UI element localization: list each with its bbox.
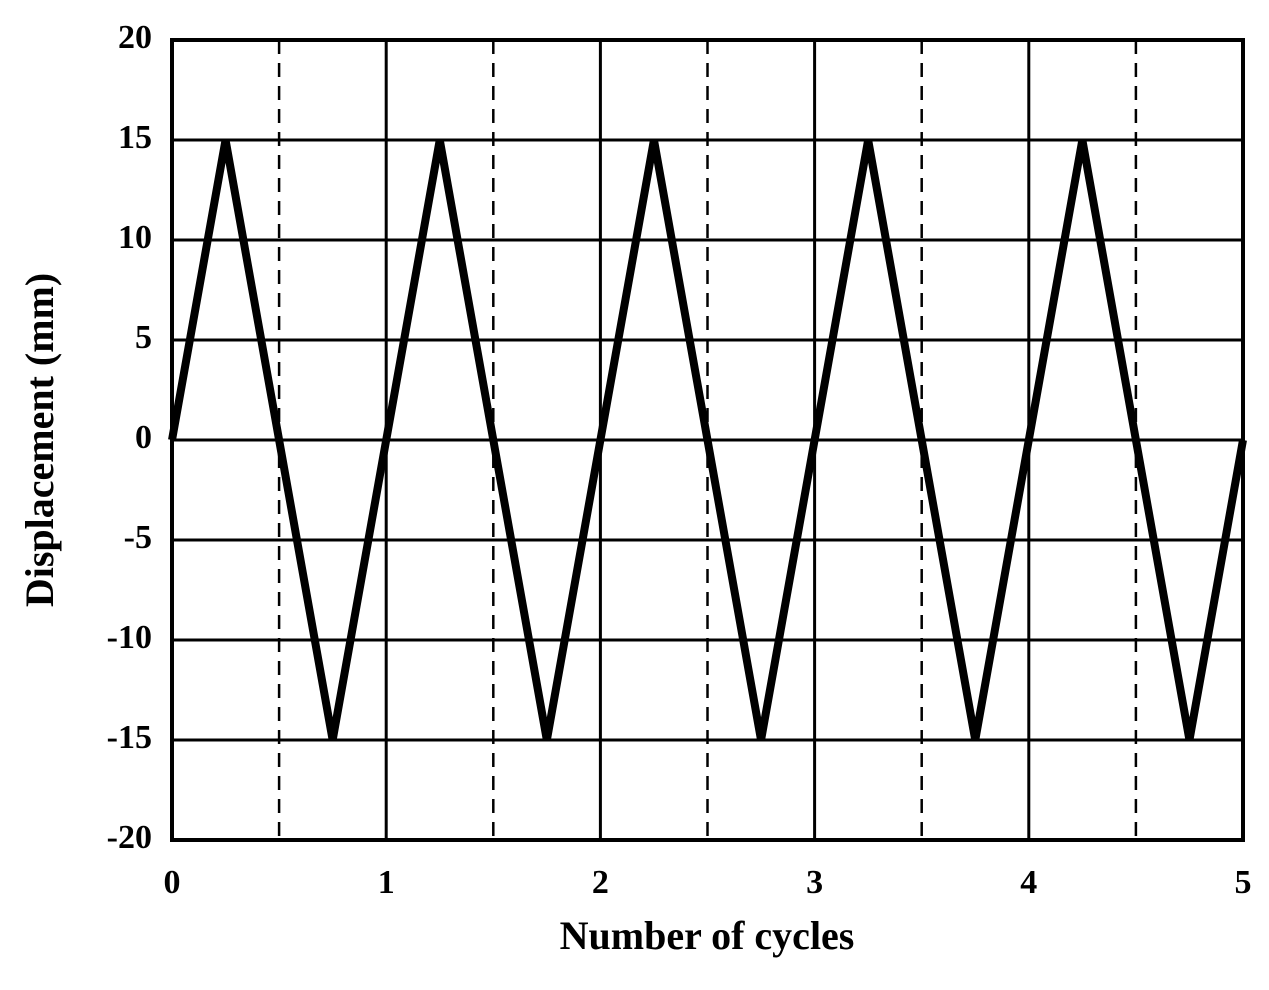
- x-tick-label: 5: [1235, 864, 1252, 901]
- y-tick-label: -10: [107, 619, 152, 656]
- y-tick-label: -5: [124, 519, 152, 556]
- y-tick-label: 15: [118, 119, 152, 156]
- y-axis-label: Displacement (mm): [17, 273, 62, 607]
- x-tick-label: 1: [378, 864, 395, 901]
- x-tick-label: 2: [592, 864, 609, 901]
- x-tick-label: 4: [1020, 864, 1037, 901]
- x-tick-label: 3: [806, 864, 823, 901]
- y-tick-label: 20: [118, 19, 152, 56]
- data-line: [168, 139, 1247, 741]
- y-tick-label: -15: [107, 719, 152, 756]
- y-tick-label: -20: [107, 819, 152, 856]
- x-tick-label: 0: [164, 864, 181, 901]
- y-tick-label: 5: [135, 319, 152, 356]
- y-tick-label: 10: [118, 219, 152, 256]
- y-tick-label: 0: [135, 419, 152, 456]
- x-axis-label: Number of cycles: [560, 913, 855, 958]
